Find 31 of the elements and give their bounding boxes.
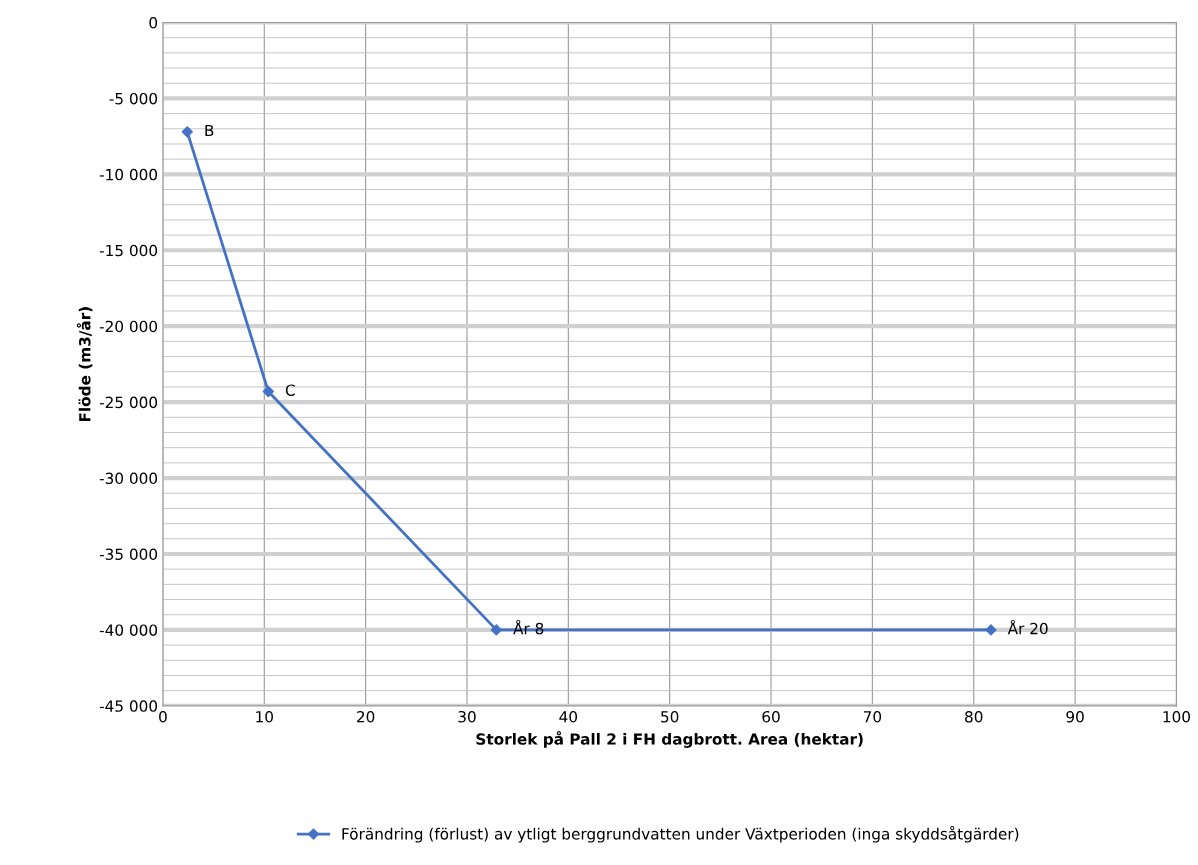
y-tick-label: -25 000 <box>99 396 158 409</box>
x-tick-label: 0 <box>159 710 167 723</box>
x-tick-label: 10 <box>256 710 273 723</box>
x-tick-label: 20 <box>357 710 375 723</box>
y-axis-title: Flöde (m3/år) <box>76 307 93 422</box>
y-tick-label: -10 000 <box>99 168 158 181</box>
y-tick-label: -20 000 <box>99 320 158 333</box>
x-tick-label: 30 <box>458 710 476 723</box>
legend-label: Förändring (förlust) av ytligt berggrundvatten under Växtperioden (inga skyddsåtgärder) <box>342 826 1019 843</box>
x-tick-label: 70 <box>863 710 882 723</box>
y-tick-label: 0 <box>149 16 158 29</box>
x-tick-label: 80 <box>965 710 983 723</box>
point <box>181 126 193 138</box>
x-tick-label: 60 <box>762 710 780 723</box>
y-tick-label: -45 000 <box>99 700 158 712</box>
y-tick-label: -40 000 <box>99 624 158 636</box>
point <box>490 624 502 636</box>
annotation: År 20 <box>1007 619 1048 635</box>
x-axis-title: Storlek på Pall 2 i FH dagbrott. Area (hektar) <box>476 731 863 748</box>
x-tick-label: 50 <box>661 710 679 723</box>
annotation: C <box>285 384 295 396</box>
y-tick-label: -15 000 <box>99 244 158 257</box>
point <box>262 385 274 398</box>
annotation: B <box>205 124 214 137</box>
x-tick-label: 100 <box>1163 710 1190 723</box>
y-tick-label: -5 000 <box>109 92 158 105</box>
y-tick-label: -35 000 <box>99 548 158 561</box>
point <box>985 624 997 636</box>
x-tick-label: 40 <box>559 710 578 723</box>
y-tick-label: -30 000 <box>99 472 158 485</box>
x-tick-label: 90 <box>1066 710 1084 723</box>
